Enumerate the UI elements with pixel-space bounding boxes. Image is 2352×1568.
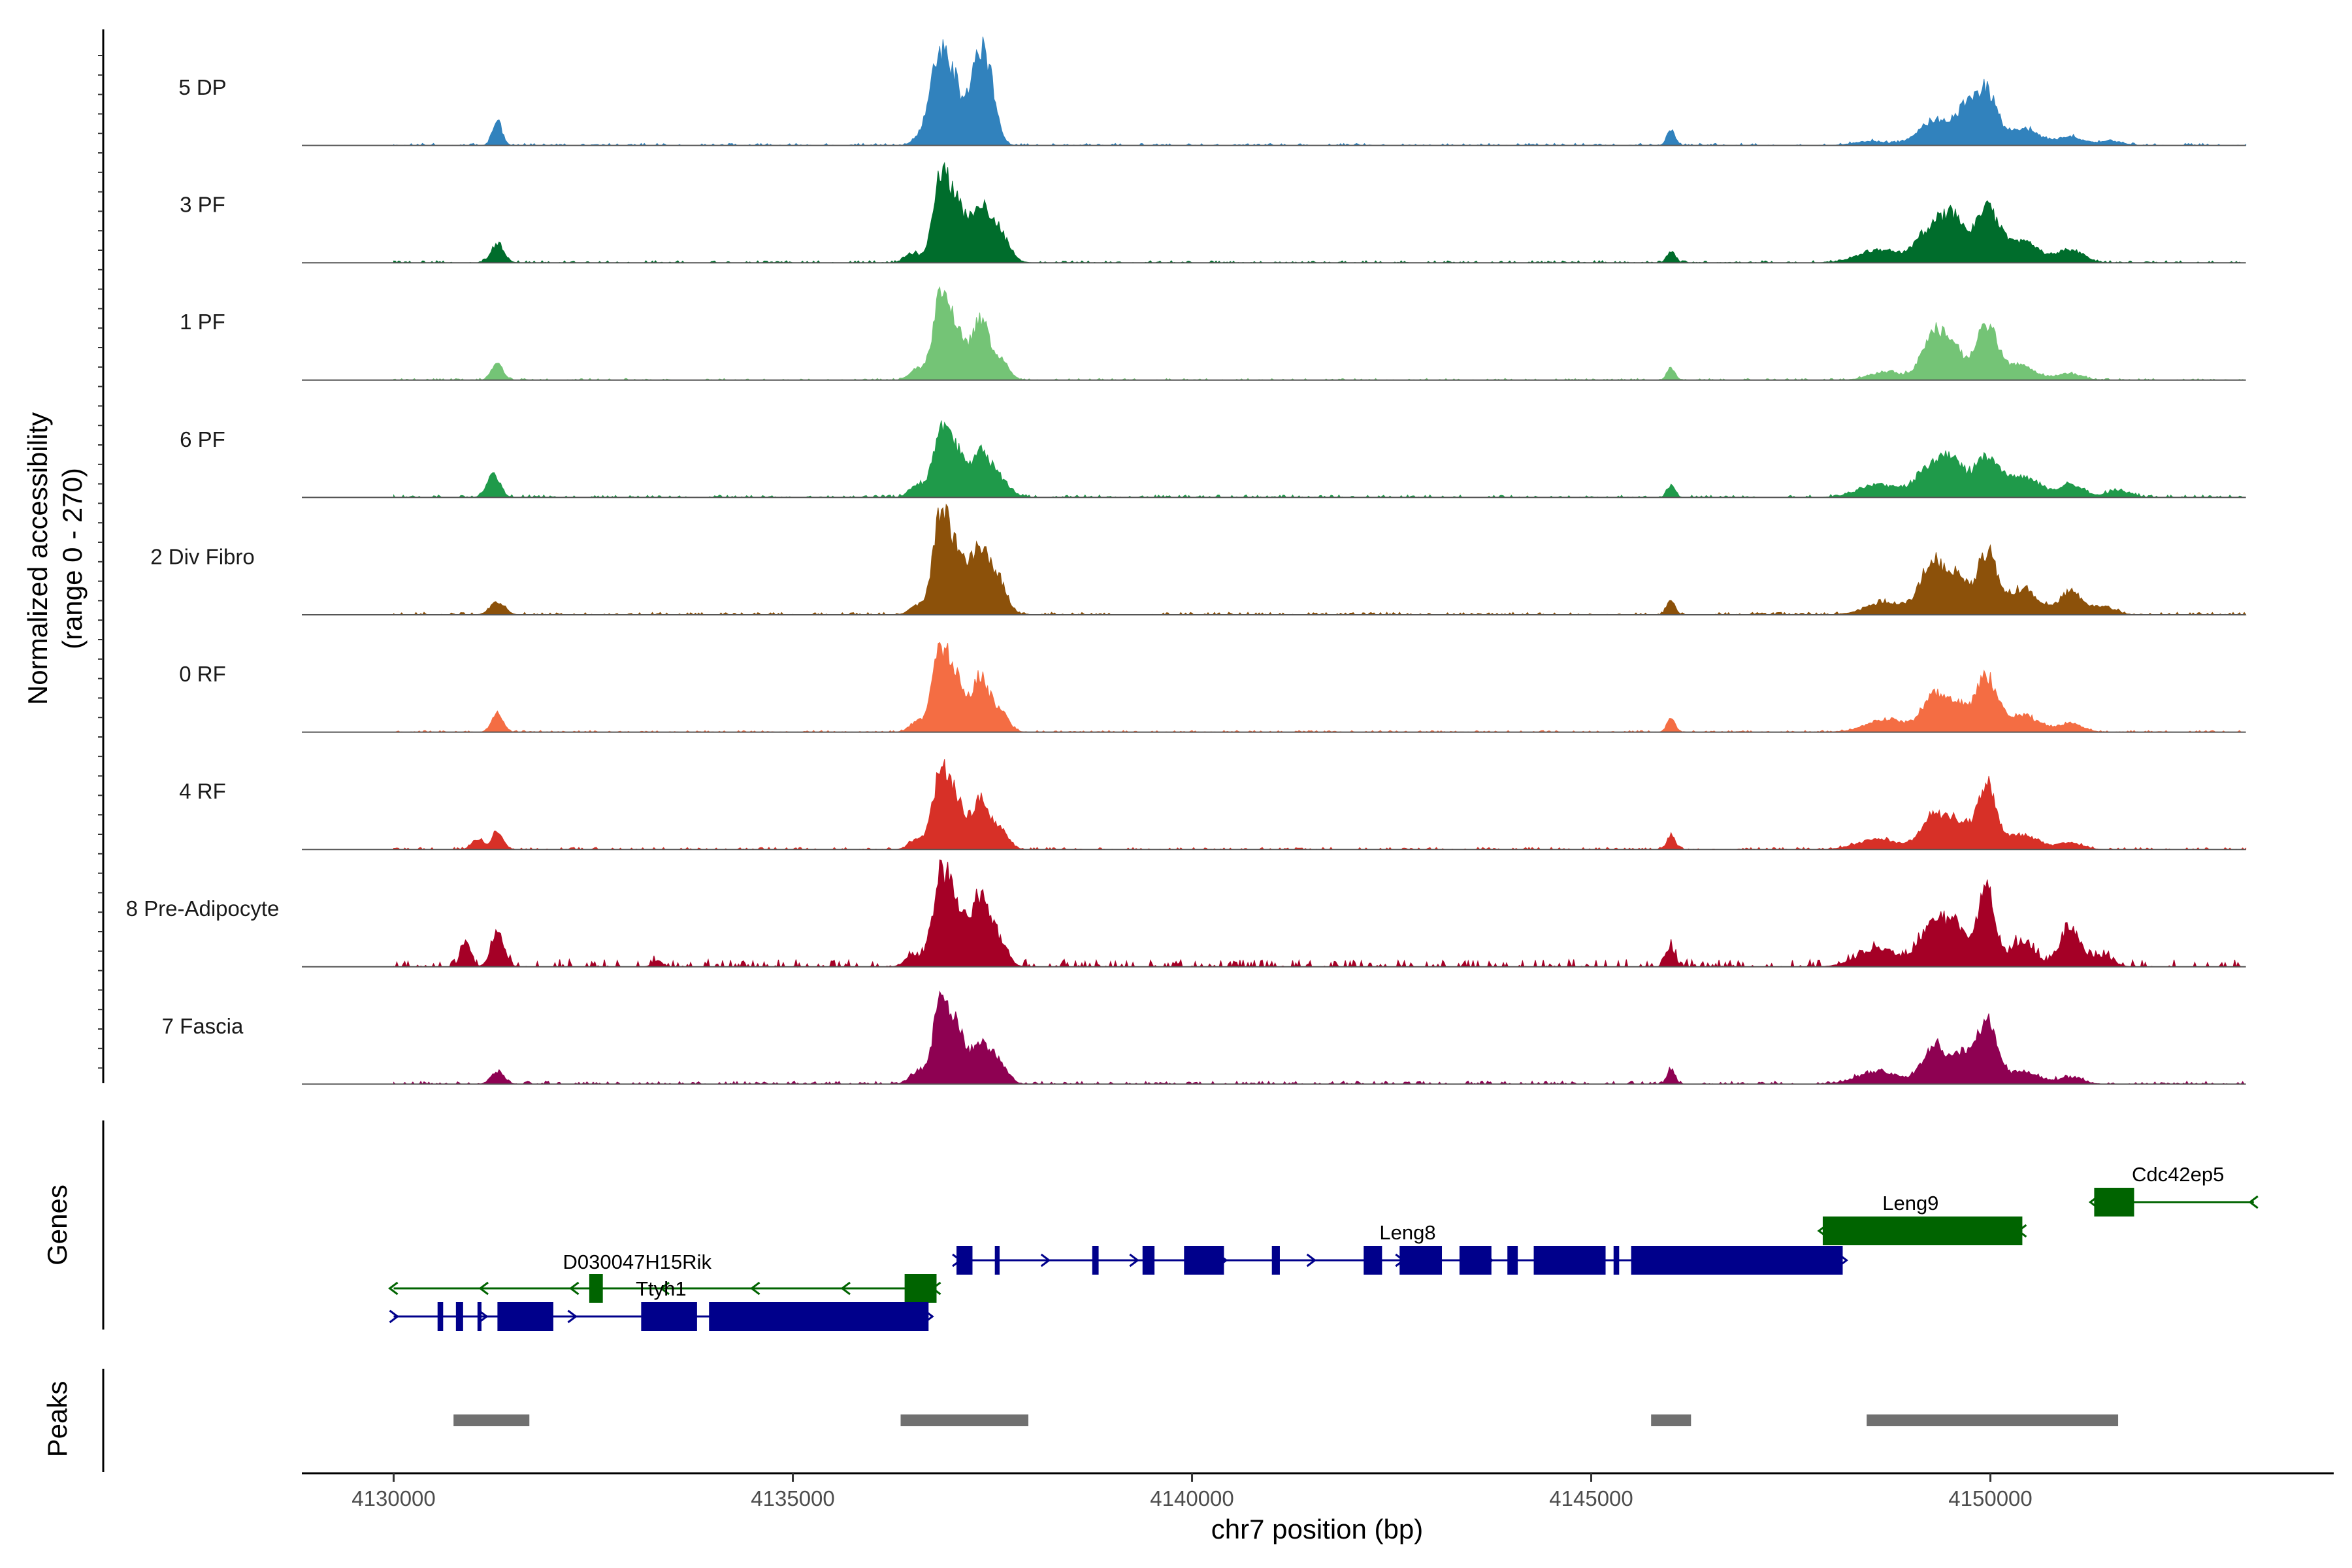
track-label: 1 PF [180, 310, 225, 334]
x-tick-label: 4130000 [351, 1486, 435, 1511]
strand-arrow [1040, 1253, 1051, 1267]
coverage-area [393, 37, 2247, 146]
track-label: 2 Div Fibro [150, 544, 255, 568]
coverage-area [393, 990, 2246, 1085]
gene-exon [641, 1302, 697, 1331]
y-axis-range: (range 0 - 270) [57, 468, 88, 649]
track-label: 8 Pre-Adipocyte [126, 896, 280, 921]
gene-exon [1142, 1246, 1155, 1275]
strand-arrow [840, 1281, 851, 1296]
gene-label: D030047H15Rik [563, 1250, 711, 1273]
strand-arrow [750, 1281, 760, 1296]
gene-exon [497, 1302, 553, 1331]
coverage-area [393, 420, 2246, 498]
genes-panel-label: Genes [42, 1184, 73, 1266]
gene-exon [956, 1246, 973, 1275]
coverage-area [393, 642, 2246, 733]
coverage-area [393, 286, 2246, 381]
peak-region [1651, 1414, 1691, 1426]
track-5-dp: 5 DP [178, 37, 2247, 146]
gene-ttyh1: Ttyh1 [389, 1277, 934, 1331]
coverage-area [393, 503, 2247, 615]
track-0-rf: 0 RF [179, 642, 2246, 733]
gene-cdc42ep5: Cdc42ep5 [2088, 1163, 2259, 1217]
coverage-area [393, 859, 2246, 968]
peak-regions [453, 1414, 2119, 1426]
track-6-pf: 6 PF [180, 420, 2246, 498]
x-axis-ticks: 4130000 4135000 4140000 4145000 4150000 [351, 1473, 2033, 1511]
gene-label: Leng8 [1379, 1221, 1435, 1244]
gene-exon [709, 1302, 929, 1331]
x-tick-label: 4135000 [751, 1486, 834, 1511]
gene-exon [1184, 1246, 1224, 1275]
gene-exon [1507, 1246, 1518, 1275]
track-label: 0 RF [179, 662, 226, 686]
track-label: 4 RF [179, 779, 226, 804]
x-tick-label: 4150000 [1948, 1486, 2032, 1511]
track-4-rf: 4 RF [179, 759, 2247, 851]
strand-arrow [1306, 1253, 1317, 1267]
strand-arrow [478, 1281, 489, 1296]
track-3-pf: 3 PF [180, 161, 2246, 264]
coverage-y-ticks [98, 55, 103, 1069]
gene-exon [1399, 1246, 1443, 1275]
coverage-area [393, 759, 2247, 851]
gene-label: Leng9 [1882, 1192, 1938, 1215]
x-axis-title: chr7 position (bp) [1211, 1514, 1424, 1544]
track-label: 3 PF [180, 193, 225, 217]
x-tick-label: 4145000 [1549, 1486, 1633, 1511]
coverage-area [393, 161, 2246, 264]
strand-arrow [2248, 1195, 2259, 1209]
strand-arrow [389, 1309, 400, 1324]
gene-exon [994, 1246, 1000, 1275]
track-7-fascia: 7 Fascia [162, 990, 2246, 1085]
gene-exon [1271, 1246, 1280, 1275]
gene-label: Ttyh1 [636, 1277, 687, 1300]
strand-arrow [478, 1309, 489, 1324]
strand-arrow [567, 1309, 578, 1324]
peaks-panel-label: Peaks [42, 1381, 73, 1458]
gene-d030047h15rik: D030047H15Rik [388, 1250, 941, 1303]
y-axis-title: Normalized accessibility [22, 412, 53, 705]
gene-exon [1364, 1246, 1382, 1275]
strand-arrow [388, 1281, 399, 1296]
strand-arrow [569, 1281, 580, 1296]
gene-exon [455, 1302, 463, 1331]
gene-exon [1613, 1246, 1620, 1275]
strand-arrow [1129, 1253, 1139, 1267]
coverage-tracks: 5 DP 3 PF 1 PF 6 PF 2 Div Fibro 0 RF 4 RF 8 Pre… [126, 37, 2247, 1085]
strand-arrow [659, 1281, 670, 1296]
gene-exon [589, 1274, 603, 1303]
peak-region [453, 1414, 530, 1426]
track-1-pf: 1 PF [180, 286, 2246, 381]
gene-exon [2094, 1188, 2134, 1217]
track-2-div-fibro: 2 Div Fibro [150, 503, 2247, 615]
gene-exon [1092, 1246, 1099, 1275]
track-8-pre-adipocyte: 8 Pre-Adipocyte [126, 859, 2246, 968]
peak-region [1867, 1414, 2119, 1426]
gene-exon [1631, 1246, 1843, 1275]
gene-exon [1822, 1217, 2023, 1245]
gene-annotations: D030047H15Rik Ttyh1 Leng8 Leng9 Cdc42ep5 [388, 1163, 2259, 1331]
gene-exon [477, 1302, 482, 1331]
gene-exon [1459, 1246, 1492, 1275]
track-label: 6 PF [180, 427, 225, 451]
gene-exon [904, 1274, 937, 1303]
gene-exon [1533, 1246, 1606, 1275]
gene-exon [437, 1302, 444, 1331]
peak-region [900, 1414, 1029, 1426]
track-label: 5 DP [178, 75, 226, 99]
gene-label: Cdc42ep5 [2132, 1163, 2224, 1186]
gene-leng8: Leng8 [952, 1221, 1848, 1275]
track-label: 7 Fascia [162, 1014, 244, 1038]
gene-leng9: Leng9 [1817, 1192, 2027, 1245]
x-tick-label: 4140000 [1150, 1486, 1233, 1511]
